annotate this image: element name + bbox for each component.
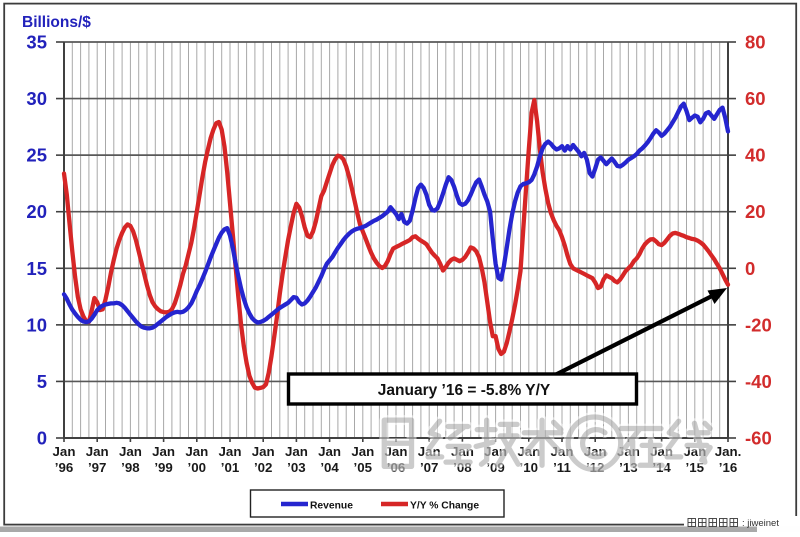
svg-text:Jan: Jan: [318, 444, 341, 459]
svg-text:Jan: Jan: [252, 444, 275, 459]
svg-text:’04: ’04: [320, 460, 339, 475]
svg-text:’03: ’03: [287, 460, 306, 475]
svg-text:0: 0: [37, 428, 47, 449]
svg-text:20: 20: [745, 201, 766, 222]
svg-text:’99: ’99: [154, 460, 173, 475]
svg-text:30: 30: [26, 88, 47, 109]
svg-text:-40: -40: [745, 371, 772, 392]
svg-text:25: 25: [26, 145, 47, 166]
svg-text:-20: -20: [745, 314, 772, 335]
svg-text:’10: ’10: [520, 460, 539, 475]
svg-text:Revenue: Revenue: [310, 501, 353, 512]
svg-text:’02: ’02: [254, 460, 273, 475]
svg-text:’16: ’16: [719, 460, 738, 475]
svg-text:Jan: Jan: [119, 444, 142, 459]
svg-text:60: 60: [745, 88, 766, 109]
svg-text:’00: ’00: [188, 460, 207, 475]
svg-text:Jan: Jan: [53, 444, 76, 459]
svg-text:35: 35: [26, 32, 47, 53]
svg-text:Jan: Jan: [351, 444, 374, 459]
svg-text:’11: ’11: [553, 460, 571, 475]
svg-text:’05: ’05: [354, 460, 373, 475]
svg-text:-60: -60: [745, 428, 772, 449]
svg-text:80: 80: [745, 32, 766, 53]
svg-text:Jan.: Jan.: [715, 444, 742, 459]
svg-text:15: 15: [26, 258, 47, 279]
svg-text:Jan: Jan: [152, 444, 175, 459]
svg-text:Jan: Jan: [219, 444, 242, 459]
svg-text:’01: ’01: [221, 460, 240, 475]
svg-text:’97: ’97: [88, 460, 107, 475]
svg-text:’96: ’96: [55, 460, 74, 475]
svg-text:Y/Y % Change: Y/Y % Change: [410, 501, 479, 512]
svg-text:Jan: Jan: [285, 444, 308, 459]
svg-text:Billions/$: Billions/$: [22, 14, 91, 31]
svg-text:5: 5: [37, 371, 47, 392]
svg-text:0: 0: [745, 258, 755, 279]
svg-text:’07: ’07: [420, 460, 439, 475]
svg-text:: jiweinet: : jiweinet: [742, 518, 779, 529]
svg-text:10: 10: [26, 314, 47, 335]
svg-text:Jan: Jan: [185, 444, 208, 459]
svg-text:January ’16 = -5.8% Y/Y: January ’16 = -5.8% Y/Y: [378, 382, 551, 399]
svg-text:’98: ’98: [121, 460, 140, 475]
svg-text:Jan: Jan: [86, 444, 109, 459]
svg-text:20: 20: [26, 201, 47, 222]
svg-text:40: 40: [745, 145, 766, 166]
